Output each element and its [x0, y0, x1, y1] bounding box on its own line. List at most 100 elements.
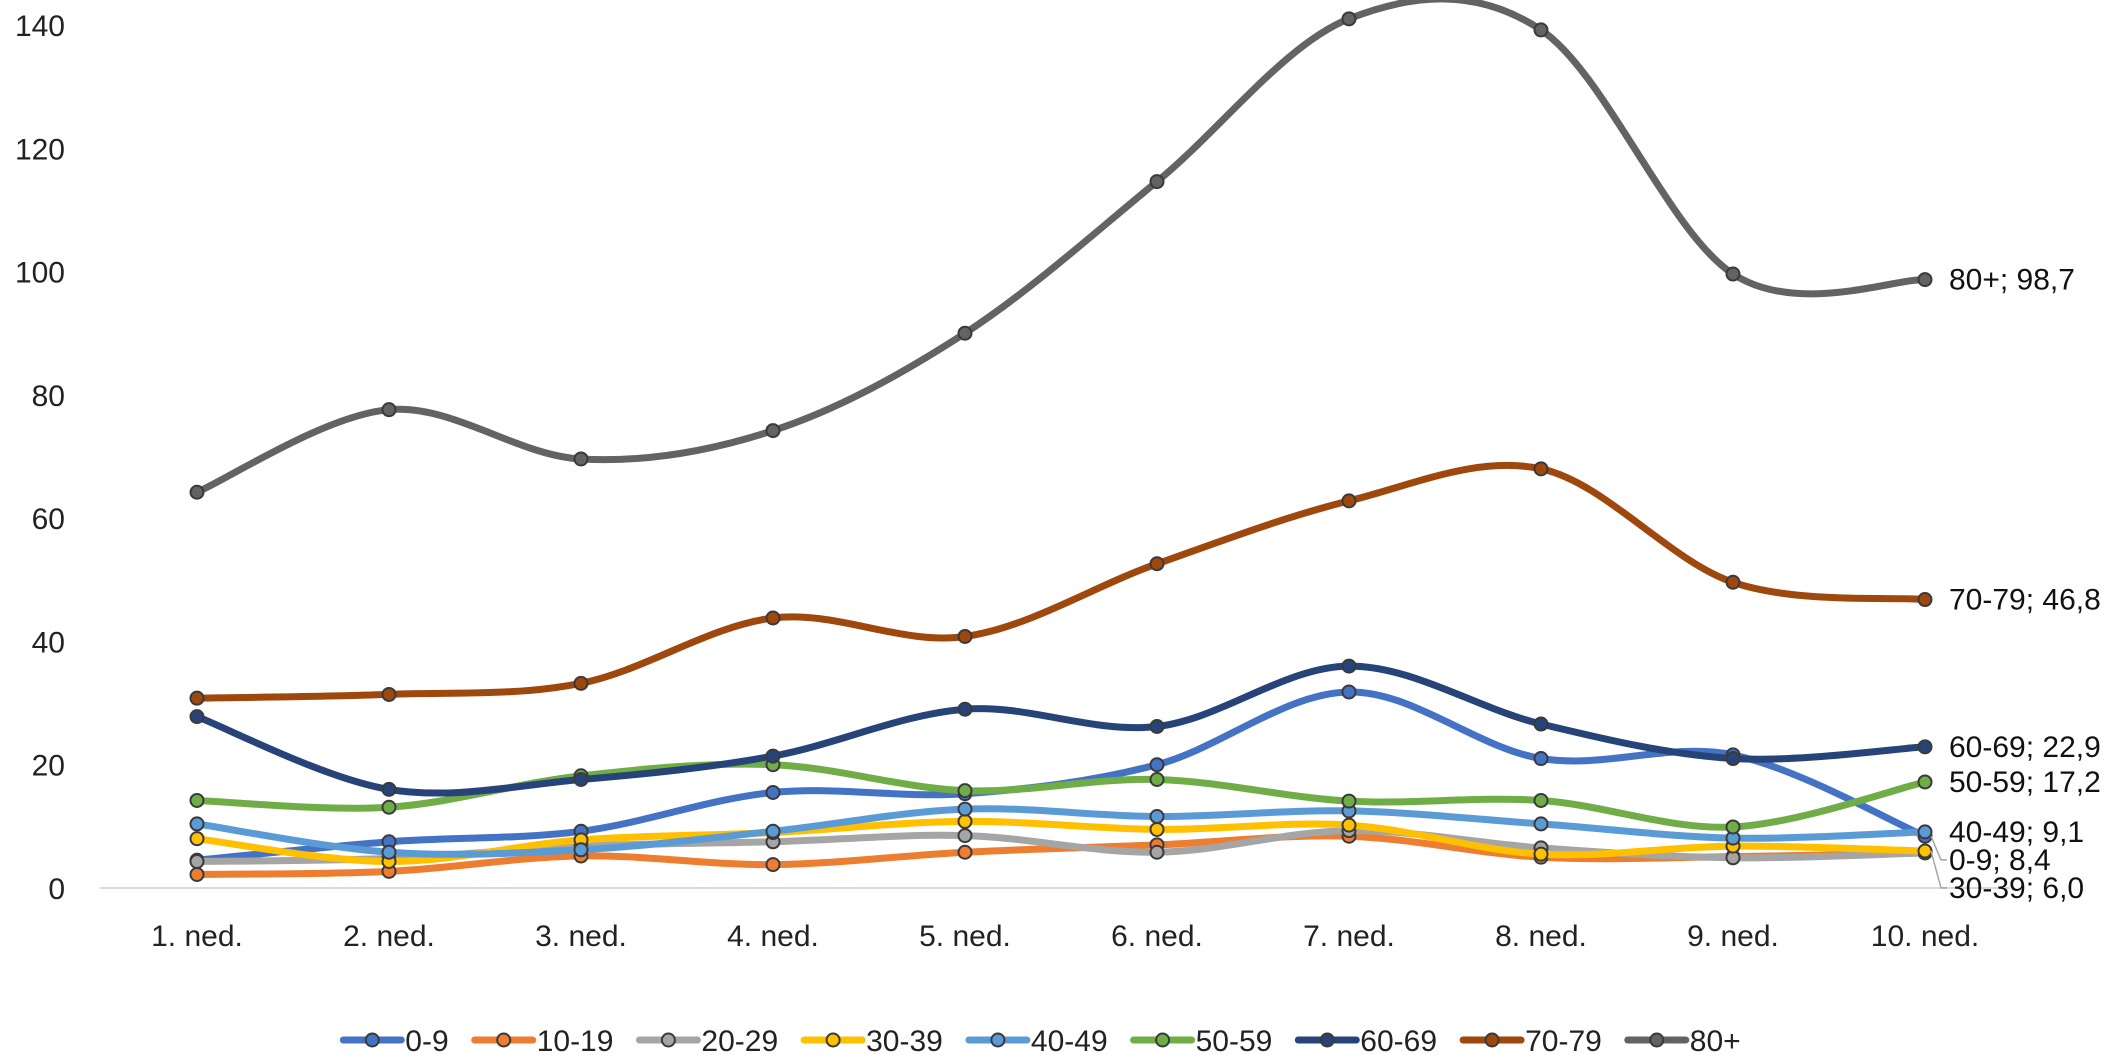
data-point-80	[1533, 22, 1549, 38]
legend-item-20-29: 20-29	[635, 1025, 778, 1055]
data-point-60-69	[765, 748, 781, 764]
data-point-30-39	[1149, 821, 1165, 837]
data-point-50-59	[1725, 819, 1741, 835]
data-point-40-49	[381, 844, 397, 860]
data-label-60-69: 60-69; 22,9	[1949, 731, 2101, 764]
legend-item-60-69: 60-69	[1294, 1025, 1437, 1055]
y-tick-label: 100	[15, 257, 65, 290]
series-line-70-79	[193, 461, 1929, 702]
legend-item-50-59: 50-59	[1130, 1025, 1273, 1055]
series-60-69	[189, 658, 1933, 797]
data-point-50-59	[1341, 793, 1357, 809]
data-point-0-9	[1149, 757, 1165, 773]
data-point-40-49	[957, 801, 973, 817]
x-tick-label: 7. ned.	[1303, 920, 1395, 953]
legend-marker	[1319, 1032, 1335, 1048]
data-point-80	[1725, 266, 1741, 282]
data-label-80: 80+; 98,7	[1949, 264, 2075, 297]
data-point-70-79	[573, 675, 589, 691]
legend-marker	[364, 1032, 380, 1048]
data-label-30-39: 30-39; 6,0	[1949, 872, 2084, 905]
data-point-60-69	[1533, 716, 1549, 732]
data-point-80	[957, 325, 973, 341]
data-point-40-49	[189, 816, 205, 832]
data-point-40-49	[1149, 808, 1165, 824]
data-point-60-69	[1725, 751, 1741, 767]
x-tick-label: 5. ned.	[919, 920, 1011, 953]
data-point-40-49	[1533, 816, 1549, 832]
leader-line	[1930, 835, 1947, 861]
y-tick-label: 140	[15, 10, 65, 43]
data-point-80	[573, 451, 589, 467]
data-point-70-79	[957, 628, 973, 644]
data-point-0-9	[1341, 684, 1357, 700]
legend-item-0-9: 0-9	[339, 1025, 449, 1055]
data-point-20-29	[1149, 844, 1165, 860]
y-tick-label: 80	[32, 380, 65, 413]
data-point-70-79	[189, 690, 205, 706]
series-70-79	[189, 461, 1933, 706]
x-tick-label: 1. ned.	[151, 920, 243, 953]
series-0-9	[189, 684, 1933, 868]
data-point-10-19	[765, 857, 781, 873]
data-label-70-79: 70-79; 46,8	[1949, 584, 2101, 617]
legend-item-40-49: 40-49	[965, 1025, 1108, 1055]
data-point-60-69	[1149, 718, 1165, 734]
legend-label: 20-29	[701, 1025, 778, 1055]
legend-label: 30-39	[866, 1025, 943, 1055]
data-point-70-79	[1917, 592, 1933, 608]
data-point-30-39	[1533, 846, 1549, 862]
legend-marker	[496, 1032, 512, 1048]
data-label-0-9: 0-9; 8,4	[1949, 844, 2051, 877]
data-point-80	[765, 423, 781, 439]
legend-marker	[1155, 1032, 1171, 1048]
data-point-60-69	[1917, 739, 1933, 755]
data-point-70-79	[1149, 556, 1165, 572]
x-tick-label: 6. ned.	[1111, 920, 1203, 953]
data-point-30-39	[1917, 843, 1933, 859]
data-point-0-9	[765, 784, 781, 800]
legend-marker	[990, 1032, 1006, 1048]
data-point-60-69	[189, 709, 205, 725]
data-point-50-59	[1533, 792, 1549, 808]
legend-marker	[1649, 1032, 1665, 1048]
series-line-40-49	[193, 805, 1929, 858]
data-point-80	[189, 484, 205, 500]
legend-item-70-79: 70-79	[1459, 1025, 1602, 1055]
leader-line	[1930, 850, 1947, 889]
data-point-30-39	[189, 831, 205, 847]
data-point-70-79	[1533, 461, 1549, 477]
data-point-80	[381, 402, 397, 418]
data-point-50-59	[381, 799, 397, 815]
series-80	[189, 0, 1933, 500]
data-point-50-59	[1917, 774, 1933, 790]
legend-label: 10-19	[537, 1025, 614, 1055]
data-point-60-69	[1341, 658, 1357, 674]
x-tick-label: 4. ned.	[727, 920, 819, 953]
series-layer	[189, 0, 1933, 882]
data-point-50-59	[957, 783, 973, 799]
legend-label: 70-79	[1525, 1025, 1602, 1055]
data-point-80	[1917, 272, 1933, 288]
legend-item-80: 80+	[1624, 1025, 1741, 1055]
y-tick-label: 120	[15, 133, 65, 166]
x-tick-label: 10. ned.	[1871, 920, 1979, 953]
data-point-70-79	[381, 686, 397, 702]
axis-layer: 0 20 40 60 80 100 120 140 1. ned. 2. ned. 3. ned. 4…	[15, 10, 2010, 953]
data-label-layer: 80+; 98,7 70-79; 46,8 60-69; 22,950-59; 17…	[1930, 264, 2101, 905]
data-point-50-59	[1149, 772, 1165, 788]
data-point-60-69	[381, 781, 397, 797]
data-point-80	[1149, 174, 1165, 190]
data-point-40-49	[1917, 824, 1933, 840]
data-point-60-69	[957, 701, 973, 717]
legend-marker	[660, 1032, 676, 1048]
legend-label: 50-59	[1196, 1025, 1273, 1055]
data-point-40-49	[765, 823, 781, 839]
data-point-30-39	[957, 813, 973, 829]
data-point-80	[1341, 11, 1357, 27]
series-line-60-69	[193, 662, 1929, 797]
data-point-10-19	[189, 866, 205, 882]
legend-marker	[1484, 1032, 1500, 1048]
legend: 0-9 10-19 20-29 30-39 40-49 50-59 60-69 70-79 80…	[339, 1025, 1741, 1055]
data-point-20-29	[189, 853, 205, 869]
